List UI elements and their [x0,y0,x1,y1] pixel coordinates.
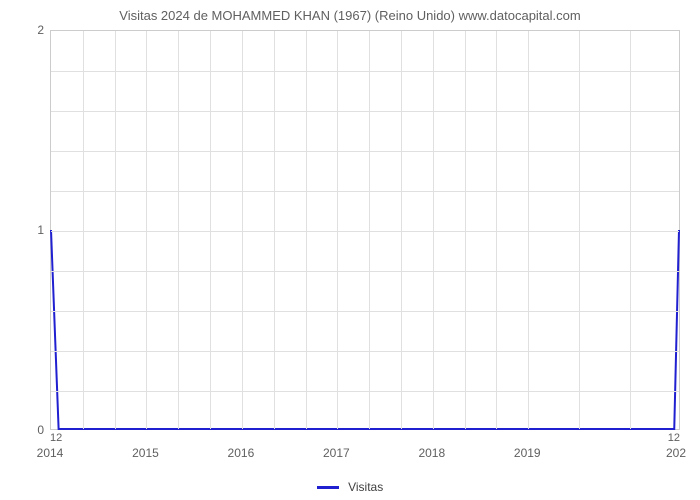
y-tick-label: 2 [24,23,44,37]
legend: Visitas [0,479,700,494]
gridline-v [369,31,370,429]
corner-start-label: 12 [50,432,62,444]
gridline-h [51,351,679,352]
gridline-v [242,31,243,429]
legend-label: Visitas [348,480,383,494]
gridline-v [496,31,497,429]
gridline-v [210,31,211,429]
gridline-v [630,31,631,429]
gridline-h [51,231,679,232]
y-tick-label: 0 [24,423,44,437]
chart-title: Visitas 2024 de MOHAMMED KHAN (1967) (Re… [0,8,700,23]
x-tick-label: 2018 [418,446,445,460]
legend-swatch [317,486,339,489]
gridline-h [51,391,679,392]
gridline-v [401,31,402,429]
gridline-h [51,191,679,192]
data-line [51,31,679,429]
gridline-v [178,31,179,429]
x-tick-label-right: 202 [666,446,686,460]
gridline-v [115,31,116,429]
gridline-h [51,71,679,72]
gridline-v [579,31,580,429]
x-tick-label: 2019 [514,446,541,460]
y-tick-label: 1 [24,223,44,237]
x-tick-label: 2016 [228,446,255,460]
gridline-v [528,31,529,429]
gridline-v [337,31,338,429]
gridline-v [465,31,466,429]
gridline-v [274,31,275,429]
gridline-v [83,31,84,429]
gridline-h [51,151,679,152]
plot-area [50,30,680,430]
x-tick-label: 2015 [132,446,159,460]
gridline-h [51,311,679,312]
x-tick-label: 2017 [323,446,350,460]
gridline-v [306,31,307,429]
corner-end-label: 12 [668,432,680,444]
gridline-v [433,31,434,429]
gridline-h [51,111,679,112]
x-tick-label: 2014 [37,446,64,460]
gridline-h [51,271,679,272]
gridline-v [146,31,147,429]
